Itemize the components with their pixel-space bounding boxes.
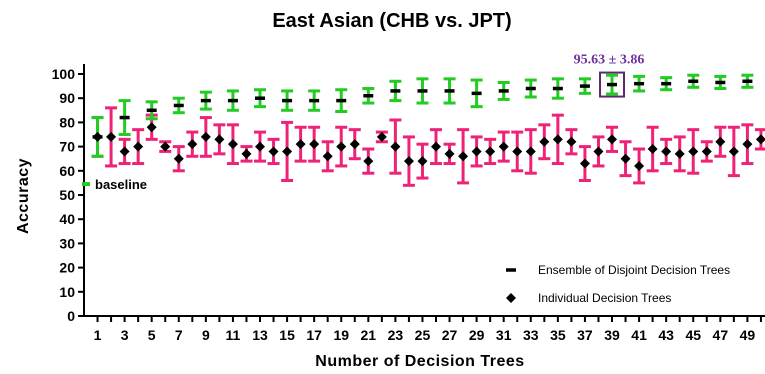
x-tick-label: 31: [496, 327, 512, 343]
x-tick-label: 49: [740, 327, 756, 343]
x-tick-label: 23: [388, 327, 404, 343]
x-tick-label: 17: [306, 327, 322, 343]
y-tick-label: 100: [52, 66, 76, 82]
individual-point: [444, 148, 455, 159]
y-tick-label: 0: [67, 308, 75, 324]
individual-point: [200, 131, 211, 142]
individual-point: [363, 156, 374, 167]
individual-point: [241, 148, 252, 159]
individual-point: [214, 134, 225, 145]
individual-point: [309, 139, 320, 150]
x-tick-label: 11: [226, 327, 241, 343]
individual-point: [579, 158, 590, 169]
x-tick-label: 45: [685, 327, 701, 343]
x-tick-label: 27: [442, 327, 458, 343]
legend-ensemble-label: Ensemble of Disjoint Decision Trees: [538, 263, 730, 277]
y-tick-label: 20: [59, 260, 75, 276]
individual-point: [688, 146, 699, 157]
individual-point: [349, 139, 360, 150]
individual-point: [187, 139, 198, 150]
y-tick-label: 60: [59, 163, 75, 179]
y-tick-label: 30: [59, 235, 75, 251]
x-tick-label: 21: [361, 327, 377, 343]
individual-point: [512, 146, 523, 157]
individual-point: [674, 148, 685, 159]
x-tick-label: 35: [550, 327, 566, 343]
individual-point: [661, 146, 672, 157]
legend-individual-marker: [506, 293, 516, 303]
individual-point: [620, 153, 631, 164]
y-tick-label: 90: [59, 90, 75, 106]
individual-point: [146, 122, 157, 133]
x-tick-label: 13: [252, 327, 268, 343]
individual-point: [295, 139, 306, 150]
individual-point: [336, 141, 347, 152]
x-tick-label: 15: [279, 327, 295, 343]
individual-point: [634, 160, 645, 171]
individual-point: [133, 141, 144, 152]
individual-point: [539, 136, 550, 147]
x-tick-label: 33: [523, 327, 539, 343]
individual-point: [227, 139, 238, 150]
y-axis-title: Accuracy: [15, 158, 32, 234]
annotation-label: 95.63 ± 3.86: [574, 53, 645, 68]
individual-point: [742, 139, 753, 150]
individual-point: [390, 141, 401, 152]
individual-point: [552, 134, 563, 145]
individual-point: [417, 156, 428, 167]
x-tick-label: 41: [631, 327, 647, 343]
individual-point: [106, 131, 117, 142]
individual-point: [525, 146, 536, 157]
individual-point: [376, 131, 387, 142]
x-tick-label: 29: [469, 327, 485, 343]
individual-point: [160, 141, 171, 152]
x-tick-label: 43: [658, 327, 674, 343]
y-tick-label: 50: [59, 187, 75, 203]
x-tick-label: 5: [148, 327, 156, 343]
individual-point: [728, 146, 739, 157]
annotation-box: [599, 71, 626, 98]
legend-individual-label: Individual Decision Trees: [538, 291, 671, 305]
individual-point: [647, 144, 658, 155]
individual-point: [485, 146, 496, 157]
x-tick-label: 19: [333, 327, 349, 343]
individual-point: [282, 146, 293, 157]
baseline-label: baseline: [95, 177, 147, 192]
x-tick-label: 9: [202, 327, 210, 343]
individual-point: [471, 146, 482, 157]
individual-point: [607, 134, 618, 145]
individual-point: [173, 153, 184, 164]
individual-point: [322, 151, 333, 162]
x-axis-title: Number of Decision Trees: [315, 353, 524, 370]
individual-point: [255, 141, 266, 152]
y-tick-label: 10: [59, 284, 75, 300]
individual-point: [566, 136, 577, 147]
individual-point: [403, 156, 414, 167]
x-tick-label: 37: [577, 327, 593, 343]
individual-point: [431, 141, 442, 152]
y-tick-label: 70: [59, 139, 75, 155]
individual-point: [268, 146, 279, 157]
x-tick-label: 7: [175, 327, 183, 343]
individual-point: [458, 151, 469, 162]
individual-point: [593, 146, 604, 157]
y-tick-label: 80: [59, 114, 75, 130]
x-tick-label: 3: [121, 327, 129, 343]
individual-point: [119, 146, 130, 157]
x-tick-label: 47: [713, 327, 729, 343]
chart-title: East Asian (CHB vs. JPT): [272, 10, 511, 32]
individual-point: [701, 146, 712, 157]
individual-point: [715, 136, 726, 147]
individual-point: [498, 141, 509, 152]
x-tick-label: 39: [604, 327, 620, 343]
x-tick-label: 1: [94, 327, 102, 343]
y-tick-label: 40: [59, 211, 75, 227]
x-tick-label: 25: [415, 327, 431, 343]
individual-point: [755, 134, 765, 145]
